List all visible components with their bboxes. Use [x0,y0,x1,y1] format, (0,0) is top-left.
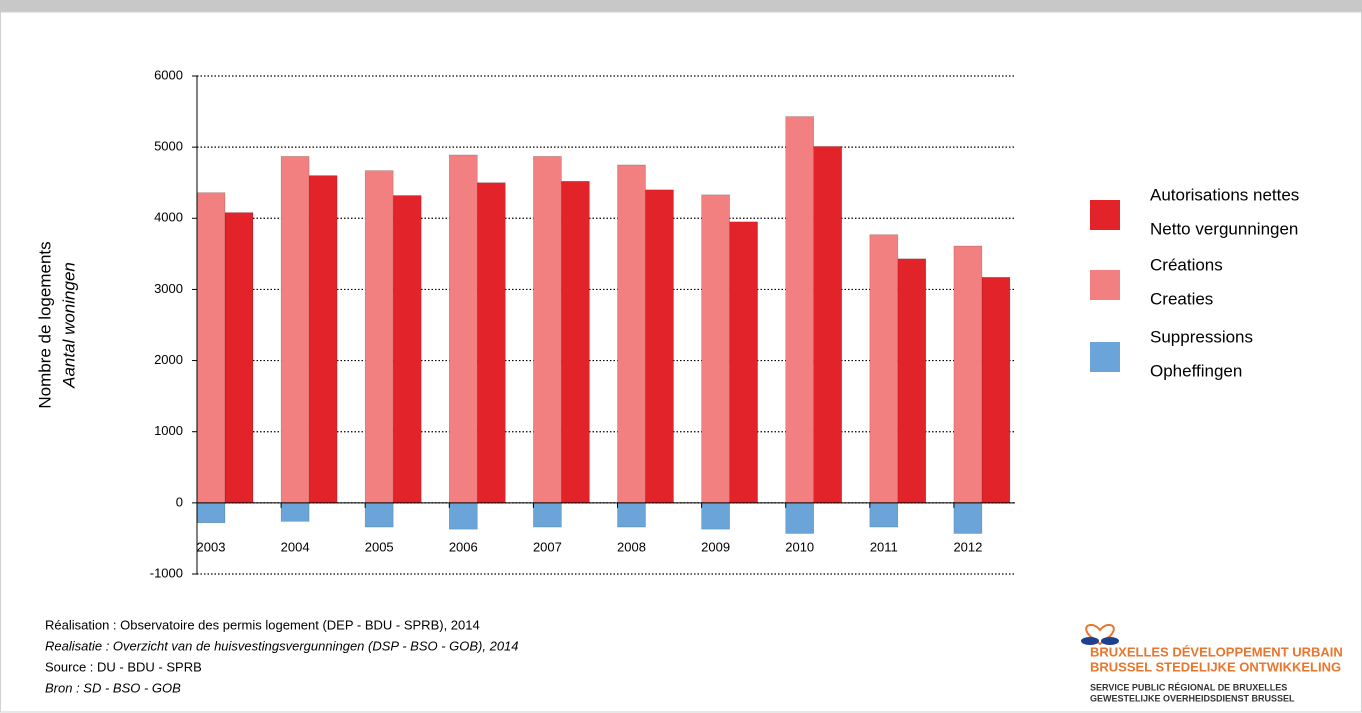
x-tick-label: 2005 [365,539,394,554]
logo-icon [1081,623,1119,646]
bar [280,156,310,504]
x-tick-label: 2003 [197,539,226,554]
y-tick-label: 2000 [154,352,183,367]
bar [196,192,226,504]
x-tick-label: 2011 [870,539,898,554]
x-tick-label: 2012 [953,539,982,554]
legend-label: Creaties [1150,289,1213,308]
bar [785,502,815,534]
logo-text: BRUSSEL STEDELIJKE ONTWIKKELING [1090,659,1341,674]
bar [953,502,983,534]
bar [476,182,506,504]
note: Source : DU - BDU - SPRB [45,659,202,674]
y-axis-label: Nombre de logements [35,241,54,408]
bar [981,277,1011,504]
x-tick-label: 2008 [617,539,646,554]
bar [953,245,983,504]
bar [364,502,394,528]
note: Realisatie : Overzicht van de huisvestin… [45,638,519,653]
x-tick-label: 2010 [785,539,814,554]
y-tick-label: 1000 [154,423,183,438]
y-tick-label: -1000 [150,565,183,580]
bar [869,234,899,504]
bar [448,154,478,504]
bar [392,195,422,504]
bar [308,175,338,504]
bar [701,502,730,530]
legend-label: Autorisations nettes [1150,185,1299,204]
note: Réalisation : Observatoire des permis lo… [45,617,480,632]
legend-swatch [1090,342,1120,372]
y-tick-label: 0 [176,494,183,509]
bar [813,146,843,504]
bar [729,221,758,504]
bar [617,502,646,528]
bar [448,502,478,530]
bar [533,502,562,528]
x-tick-label: 2006 [449,539,478,554]
x-tick-label: 2009 [701,539,730,554]
bar [701,194,730,504]
note: Bron : SD - BSO - GOB [45,680,181,695]
bar [617,164,646,504]
bar [364,170,394,504]
y-axis-label: Aantal woningen [59,262,78,389]
y-tick-label: 6000 [154,67,183,82]
bar [280,502,310,522]
logo-text: SERVICE PUBLIC RÉGIONAL DE BRUXELLES [1090,682,1287,692]
legend-label: Netto vergunningen [1150,219,1298,238]
bar [561,180,590,504]
bar [224,212,254,504]
bar [533,156,562,504]
y-tick-label: 5000 [154,139,183,154]
logo-text: BRUXELLES DÉVELOPPEMENT URBAIN [1090,644,1343,659]
legend-swatch [1090,270,1120,300]
legend-label: Suppressions [1150,327,1253,346]
y-tick-label: 3000 [154,281,183,296]
bar [196,502,226,524]
logo-text: GEWESTELIJKE OVERHEIDSDIENST BRUSSEL [1090,693,1295,703]
legend-label: Opheffingen [1150,361,1242,380]
x-tick-label: 2004 [281,539,310,554]
x-tick-label: 2007 [533,539,562,554]
legend-swatch [1090,200,1120,230]
bar [785,116,815,504]
bar [897,258,927,504]
top-bar [0,0,1362,12]
bar [869,502,899,528]
bar [645,189,674,504]
y-tick-label: 4000 [154,210,183,225]
legend-label: Créations [1150,255,1223,274]
